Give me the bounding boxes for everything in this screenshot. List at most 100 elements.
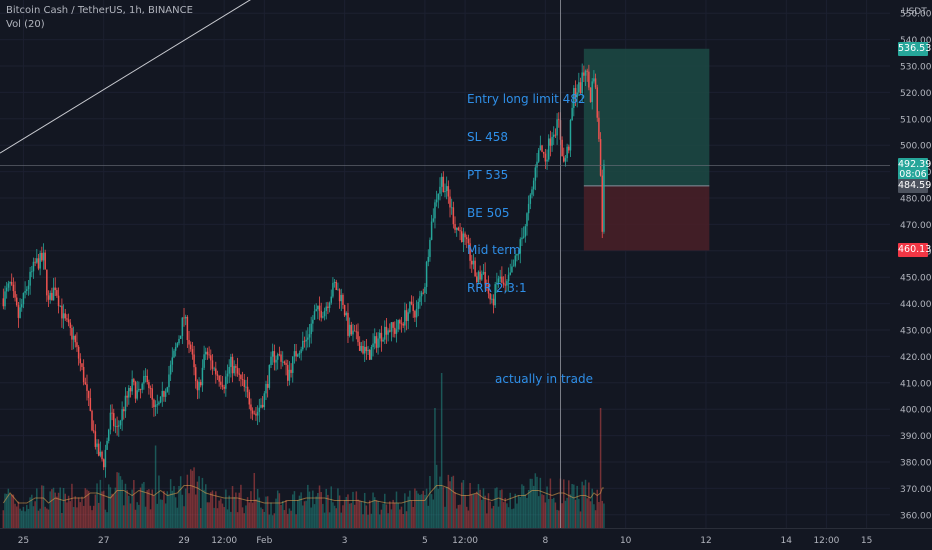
candle-body: [223, 386, 225, 389]
volume-bar: [333, 505, 336, 528]
volume-bar: [111, 493, 113, 528]
candle-body: [255, 413, 257, 416]
volume-bar: [14, 503, 16, 528]
candle-body: [231, 356, 234, 374]
long-position-tool[interactable]: [583, 48, 710, 251]
candle-body: [337, 289, 339, 291]
volume-bar: [507, 507, 510, 528]
volume-bar: [104, 509, 107, 528]
candle-body: [256, 411, 259, 416]
volume-bar: [318, 485, 321, 528]
candle-body: [317, 305, 319, 310]
candle-body: [230, 356, 232, 367]
candle-body: [210, 355, 212, 361]
candle-body: [357, 331, 359, 343]
candle-body: [320, 310, 322, 318]
volume-bar: [113, 494, 115, 528]
status-note[interactable]: actually in trade: [495, 372, 593, 386]
candle-body: [541, 145, 543, 152]
price-candles: [2, 63, 605, 478]
candle-body: [302, 340, 304, 350]
volume-bar: [176, 507, 179, 528]
volume-bar: [5, 493, 8, 528]
time-axis[interactable]: [0, 528, 932, 550]
candle-body: [578, 82, 580, 93]
volume-bar: [345, 496, 348, 528]
volume-bar: [459, 504, 461, 528]
candle-body: [211, 360, 214, 369]
volume-bar: [271, 515, 274, 528]
candle-body: [276, 354, 279, 360]
candle-body: [395, 329, 398, 334]
candle-body: [181, 317, 184, 336]
candle-body: [270, 356, 272, 366]
trade-plan-note[interactable]: Entry long limit 482 SL 458 PT 535 BE 50…: [467, 68, 586, 307]
volume-bar: [591, 488, 593, 528]
volume-bar: [437, 488, 440, 528]
volume-bar: [402, 513, 404, 528]
volume-bar: [191, 470, 194, 528]
candle-body: [46, 269, 48, 296]
candle-body: [126, 395, 128, 398]
candle-body: [72, 335, 75, 340]
volume-bar: [312, 490, 314, 528]
candle-body: [507, 274, 510, 282]
chart-legend: Bitcoin Cash / TetherUS, 1h, BINANCE Vol…: [6, 4, 193, 32]
candle-body: [59, 305, 61, 307]
volume-bar: [12, 494, 15, 528]
volume-bar: [270, 502, 272, 528]
volume-bar: [486, 513, 488, 528]
candle-body: [86, 384, 88, 391]
volume-bar: [281, 501, 284, 528]
volume-bar: [119, 476, 122, 528]
candle-body: [419, 296, 421, 302]
volume-bar: [569, 494, 572, 528]
candle-body: [226, 373, 229, 377]
candle-body: [161, 390, 164, 397]
candle-body: [556, 119, 558, 136]
candle-body: [531, 189, 533, 195]
candle-body: [392, 322, 394, 328]
candle-body: [462, 233, 465, 243]
candle-body: [196, 381, 199, 391]
volume-indicator-label[interactable]: Vol (20): [6, 19, 45, 30]
volume-bar: [64, 493, 66, 528]
price-axis[interactable]: [890, 0, 932, 528]
volume-bar: [39, 508, 41, 528]
volume-bar: [7, 488, 10, 528]
volume-bar: [455, 508, 458, 528]
time-tick-label: 8: [543, 536, 549, 546]
volume-bar: [303, 501, 306, 528]
price-tag-stop: 460.13: [898, 243, 932, 258]
candle-body: [437, 193, 440, 200]
volume-bar: [583, 485, 585, 528]
price-axis-unit: USDT: [902, 7, 927, 17]
candle-body: [263, 393, 266, 408]
candle-body: [417, 301, 419, 309]
time-tick-label: 3: [342, 536, 348, 546]
volume-bar: [363, 492, 366, 528]
candle-body: [233, 366, 235, 374]
volume-bar: [464, 495, 466, 528]
volume-bar: [576, 485, 578, 528]
volume-bar: [228, 495, 230, 528]
volume-bar: [390, 509, 393, 528]
candle-body: [213, 368, 215, 370]
candle-body: [203, 354, 205, 368]
candle-body: [146, 375, 148, 383]
symbol-title[interactable]: Bitcoin Cash / TetherUS, 1h, BINANCE: [6, 5, 193, 16]
volume-bar: [380, 509, 383, 528]
volume-bar: [194, 494, 197, 528]
volume-bar: [276, 490, 279, 528]
volume-bar: [124, 483, 127, 528]
candle-body: [583, 72, 585, 76]
volume-bar: [286, 513, 289, 528]
volume-bar: [564, 500, 567, 528]
volume-bar: [245, 505, 247, 528]
candle-body: [512, 265, 515, 267]
candle-body: [467, 239, 470, 244]
candle-body: [432, 218, 435, 222]
volume-bar: [256, 488, 259, 528]
candle-body: [285, 363, 287, 365]
